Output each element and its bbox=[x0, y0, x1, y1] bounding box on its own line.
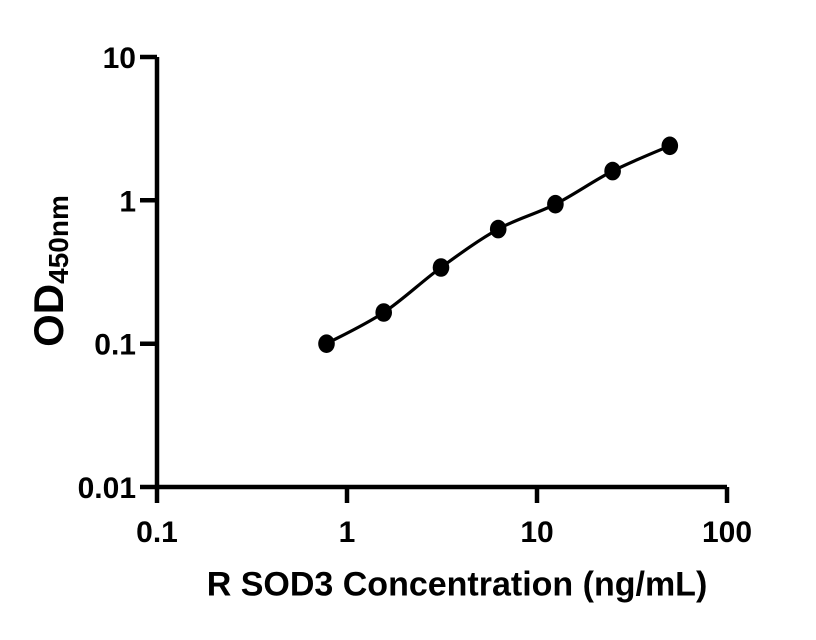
data-point bbox=[375, 303, 393, 322]
x-tick-label: 100 bbox=[702, 516, 752, 549]
data-point bbox=[547, 194, 564, 214]
data-point bbox=[489, 219, 507, 239]
x-tick-label: 10 bbox=[520, 516, 553, 549]
x-tick-label: 1 bbox=[339, 516, 356, 549]
y-tick-label: 1 bbox=[119, 185, 136, 218]
x-tick-label: 0.1 bbox=[136, 516, 178, 549]
y-axis-title-main: OD bbox=[25, 283, 72, 347]
data-point bbox=[318, 334, 335, 354]
y-axis-title-subscript: 450nm bbox=[43, 195, 74, 284]
x-axis-title: R SOD3 Concentration (ng/mL) bbox=[206, 565, 708, 604]
y-axis-title: OD450nm bbox=[25, 195, 74, 347]
data-point bbox=[432, 258, 450, 277]
y-tick-label: 0.01 bbox=[78, 472, 136, 505]
y-tick-label: 0.1 bbox=[94, 329, 136, 362]
data-point bbox=[604, 161, 621, 181]
axes bbox=[154, 57, 727, 490]
y-tick-label: 10 bbox=[103, 42, 136, 75]
data-point bbox=[661, 136, 679, 156]
